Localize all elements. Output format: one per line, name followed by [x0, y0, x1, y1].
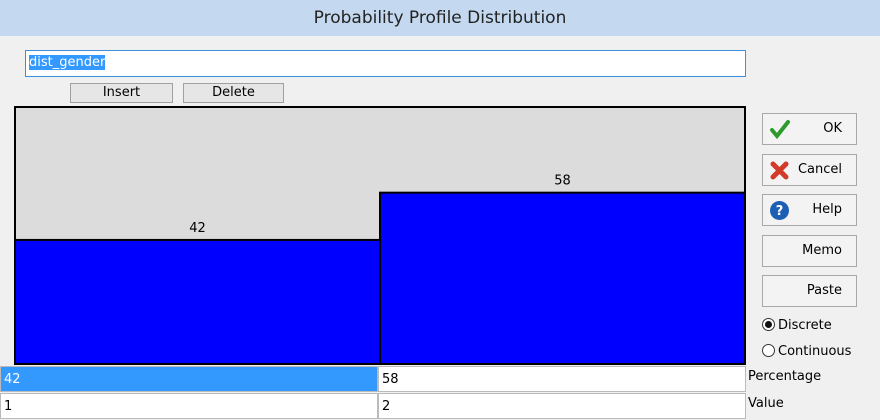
button-label: Help — [812, 202, 842, 217]
table-cell[interactable]: 1 — [0, 393, 378, 419]
side-button[interactable]: Memo — [762, 234, 857, 267]
bar — [14, 238, 381, 365]
table-cell[interactable]: 58 — [378, 366, 746, 392]
row-label: Value — [748, 396, 784, 411]
button-label: OK — [823, 121, 842, 136]
radio-dot — [762, 318, 775, 331]
button-label: Cancel — [797, 161, 842, 177]
button-icon — [769, 160, 791, 182]
bar — [379, 191, 746, 365]
table-cell[interactable]: 42 — [0, 366, 378, 392]
radio-dot — [762, 344, 775, 357]
radio-label: Continuous — [778, 344, 852, 359]
bar-label: 58 — [554, 174, 571, 189]
button-label: Paste — [806, 283, 842, 298]
side-button[interactable]: Paste — [762, 275, 857, 307]
button-icon — [770, 201, 789, 220]
table-cell[interactable]: 2 — [378, 393, 746, 419]
radio-option[interactable]: Discrete — [762, 316, 880, 336]
radio-option[interactable]: Continuous — [762, 342, 880, 362]
side-button[interactable]: OK — [762, 113, 857, 145]
radio-label: Discrete — [778, 318, 832, 333]
side-button[interactable]: Help — [762, 194, 857, 226]
name-text: dist_gender — [29, 55, 106, 70]
side-button[interactable]: Cancel — [762, 153, 857, 186]
delete-button[interactable]: Delete — [183, 83, 284, 103]
name-field[interactable]: dist_gender — [25, 50, 746, 77]
button-icon — [770, 120, 790, 138]
row-label: Percentage — [748, 369, 822, 384]
title-bar: Probability Profile Distribution — [0, 0, 880, 36]
button-label: Memo — [802, 242, 842, 258]
chart: 42 58 — [14, 106, 746, 365]
bar-label: 42 — [189, 221, 206, 236]
insert-button[interactable]: Insert — [70, 83, 173, 103]
